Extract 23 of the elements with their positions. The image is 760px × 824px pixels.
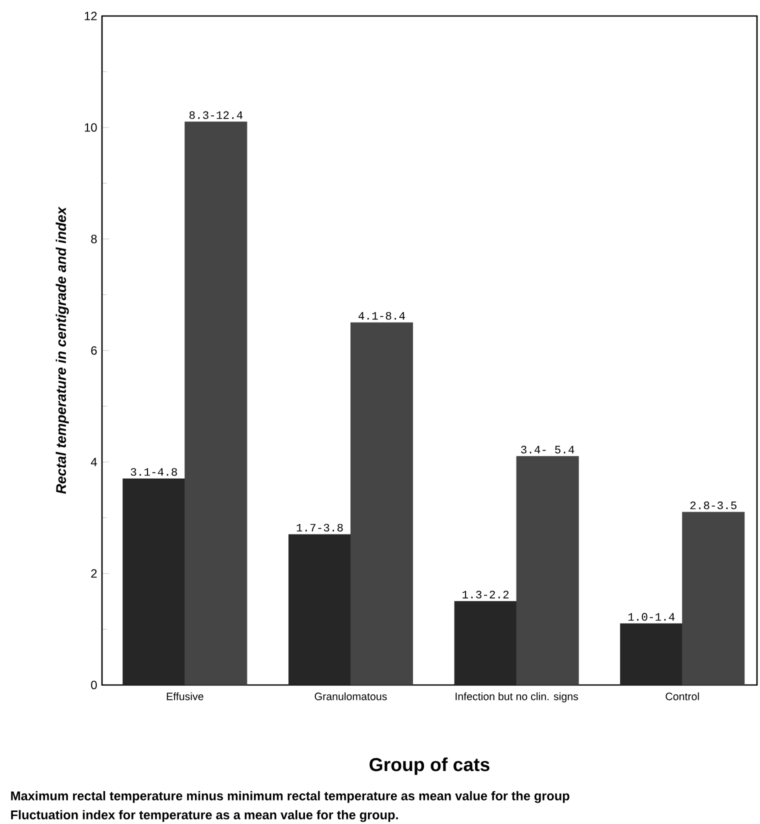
x-tick-label: Control (666, 692, 699, 700)
y-tick-label: 10 (84, 123, 97, 132)
data-label: 8.3-12.4 (189, 111, 243, 119)
x-tick-label: Effusive (166, 692, 204, 700)
text: Maximum rectal temperature minus minimum rectal temperature as mean value for the group (11, 791, 570, 803)
data-label: 2.8-3.5 (690, 502, 736, 510)
y-tick-label: 0 (91, 680, 97, 690)
y-axis-title: Rectal temperature in centigrade and index (56, 206, 69, 494)
y-tick-label: 6 (91, 346, 97, 355)
y-tick-label: 8 (91, 234, 97, 244)
y-tick-label: 4 (90, 458, 97, 466)
data-label: 1.7-3.8 (296, 524, 343, 532)
y-tick-label: 2 (91, 569, 97, 578)
data-label: 3.4- 5.4 (521, 446, 574, 454)
data-label: 1.0-1.4 (628, 613, 675, 621)
data-label: 3.1-4.8 (130, 468, 177, 476)
x-tick-label: Granulomatous (314, 692, 387, 700)
text: Fluctuation index for temperature as a mean value for the group. (11, 810, 398, 822)
x-axis-title: Group of cats (370, 757, 490, 775)
data-label: 1.3-2.2 (462, 590, 509, 598)
data-label: 4.1-8.4 (358, 312, 405, 320)
y-tick-label: 12 (84, 12, 97, 20)
x-tick-label: Infection but no clin. signs (456, 692, 578, 702)
